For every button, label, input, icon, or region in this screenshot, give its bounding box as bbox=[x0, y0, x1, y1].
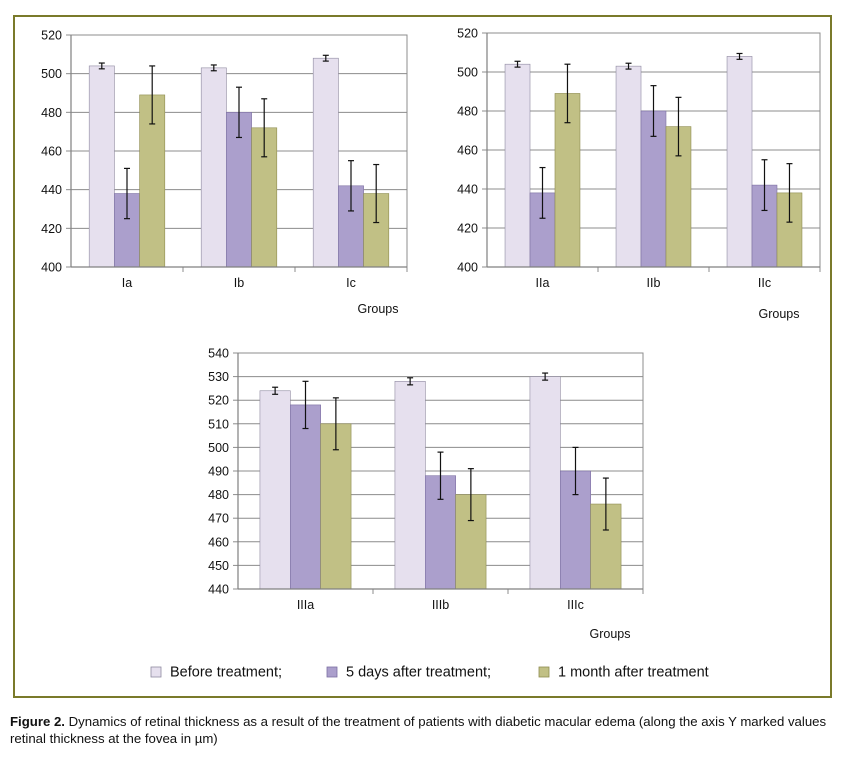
y-tick-label: 400 bbox=[457, 261, 478, 275]
bar bbox=[394, 381, 426, 590]
y-tick-label: 480 bbox=[208, 488, 229, 502]
y-tick-label: 440 bbox=[208, 583, 229, 597]
figure-frame: 400 420 440 460 480 500 520 Ia Ib Ic Groups 400 420… bbox=[13, 15, 832, 698]
bar bbox=[504, 63, 531, 268]
bar bbox=[312, 57, 339, 268]
x-axis-label: Groups bbox=[358, 302, 399, 316]
y-tick-label: 420 bbox=[457, 222, 478, 236]
x-tick-label: Ib bbox=[234, 276, 244, 290]
y-tick-label: 520 bbox=[457, 27, 478, 41]
x-axis-label: Groups bbox=[590, 627, 631, 641]
y-tick-label: 500 bbox=[208, 441, 229, 455]
caption-label: Figure 2. bbox=[10, 714, 65, 729]
y-tick-label: 420 bbox=[41, 222, 62, 236]
y-tick-label: 470 bbox=[208, 512, 229, 526]
bar bbox=[529, 376, 561, 590]
x-tick-label: IIIa bbox=[297, 598, 314, 612]
x-tick-label: Ic bbox=[346, 276, 356, 290]
y-tick-label: 440 bbox=[41, 183, 62, 197]
x-axis-label: Groups bbox=[759, 307, 800, 321]
chart-3: 440 450 460 470 480 490 500 510 520 530 540 IIIa III… bbox=[208, 347, 644, 641]
y-tick-label: 460 bbox=[457, 144, 478, 158]
x-tick-label: IIa bbox=[536, 276, 550, 290]
bar bbox=[259, 390, 291, 590]
x-tick-label: Ia bbox=[122, 276, 132, 290]
legend-swatch bbox=[538, 666, 550, 678]
y-tick-label: 480 bbox=[41, 106, 62, 120]
legend-swatch bbox=[150, 666, 162, 678]
legend-label: 5 days after treatment; bbox=[346, 665, 491, 681]
y-tick-label: 400 bbox=[41, 261, 62, 275]
x-tick-label: IIc bbox=[758, 276, 771, 290]
legend-label: Before treatment; bbox=[170, 665, 282, 681]
bar bbox=[290, 404, 321, 590]
y-tick-label: 460 bbox=[208, 535, 229, 549]
bar bbox=[615, 65, 642, 268]
y-tick-label: 520 bbox=[41, 29, 62, 43]
legend: Before treatment; 5 days after treatment;… bbox=[150, 665, 709, 681]
bar bbox=[726, 56, 753, 268]
bar bbox=[88, 65, 115, 268]
x-tick-label: IIb bbox=[647, 276, 661, 290]
legend-label: 1 month after treatment bbox=[558, 665, 709, 681]
y-tick-label: 440 bbox=[457, 183, 478, 197]
x-tick-label: IIIc bbox=[567, 598, 584, 612]
y-tick-label: 450 bbox=[208, 559, 229, 573]
y-tick-label: 490 bbox=[208, 465, 229, 479]
chart-2: 400 420 440 460 480 500 520 IIa IIb IIc Groups bbox=[457, 27, 821, 321]
y-tick-label: 510 bbox=[208, 417, 229, 431]
x-tick-label: IIIb bbox=[432, 598, 449, 612]
caption-text: Dynamics of retinal thickness as a resul… bbox=[10, 714, 827, 746]
legend-swatch bbox=[326, 666, 338, 678]
figure-caption: Figure 2. Dynamics of retinal thickness … bbox=[10, 713, 842, 747]
bar bbox=[200, 67, 227, 268]
y-tick-label: 460 bbox=[41, 145, 62, 159]
y-tick-label: 500 bbox=[41, 67, 62, 81]
y-tick-label: 480 bbox=[457, 105, 478, 119]
y-tick-label: 540 bbox=[208, 347, 229, 361]
bar bbox=[640, 110, 667, 268]
y-tick-label: 530 bbox=[208, 370, 229, 384]
y-tick-label: 500 bbox=[457, 66, 478, 80]
y-tick-label: 520 bbox=[208, 394, 229, 408]
